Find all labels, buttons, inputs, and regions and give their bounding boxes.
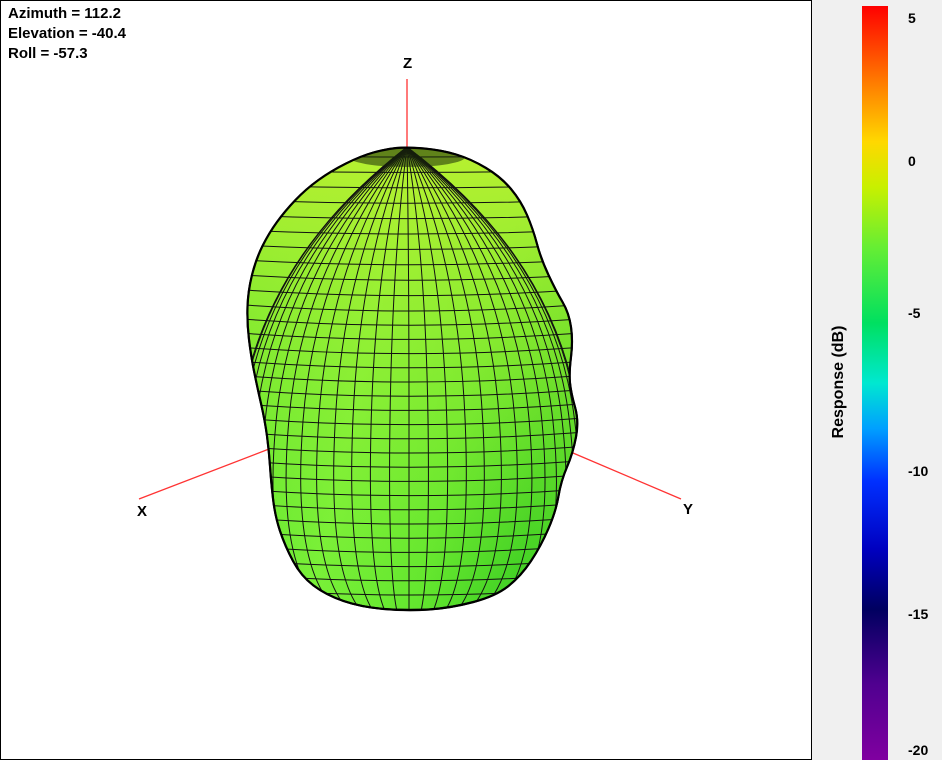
mesh-latitude-line (247, 408, 578, 426)
y-axis-label: Y (683, 501, 694, 518)
mesh-meridian-line (316, 147, 408, 611)
mesh-meridian-line (406, 147, 429, 611)
mesh-meridian-line (333, 147, 408, 611)
colorbar-tick-minus20: -20 (908, 742, 929, 758)
mesh-meridian-line (369, 147, 408, 611)
mesh-meridian-line (406, 147, 502, 611)
mesh-meridian-line (389, 147, 408, 611)
mesh-latitude-line (247, 294, 578, 312)
mesh-latitude-line (247, 464, 578, 482)
mesh-meridian-line (406, 147, 467, 611)
mesh-latitude-line (247, 351, 578, 369)
mesh-latitude-line (247, 195, 578, 204)
mesh-meridian-line (406, 147, 449, 611)
mesh-latitude-line (247, 280, 578, 297)
y-axis-line (572, 452, 682, 500)
mesh-latitude-line (247, 535, 578, 553)
mesh-latitude-line (247, 393, 578, 411)
mesh-latitude-line (247, 180, 578, 189)
mesh-latitude-line (247, 266, 578, 281)
mesh-meridian-line (300, 147, 408, 611)
mesh-latitude-line (247, 365, 578, 383)
colorbar-tick-5: 5 (908, 10, 916, 26)
mesh-latitude-line (247, 507, 578, 525)
mesh-meridian-line (406, 147, 410, 611)
mesh-latitude-line (247, 308, 578, 326)
mesh-latitude-line (141, 622, 681, 638)
pattern-3d-view[interactable] (1, 1, 813, 761)
mesh-meridian-line (351, 147, 408, 611)
mesh-latitude-line (247, 578, 578, 596)
mesh-latitude-line (247, 550, 578, 568)
mesh-latitude-line (247, 209, 578, 220)
z-axis-label: Z (403, 55, 413, 72)
mesh-latitude-line (247, 166, 578, 173)
surface-outline (246, 146, 579, 612)
mesh-meridian-line (406, 147, 485, 611)
colorbar-tick-minus10: -10 (908, 463, 929, 479)
mesh-meridian-line (406, 147, 518, 611)
mesh-latitude-line (247, 237, 578, 250)
colorbar-gradient (862, 6, 888, 760)
mesh-latitude-line (247, 379, 578, 397)
elevation-readout: Elevation = -40.4 (8, 25, 126, 42)
azimuth-readout: Azimuth = 112.2 (8, 5, 121, 22)
mesh-latitude-line (247, 422, 578, 440)
mesh-meridian-line (406, 147, 533, 611)
mesh-latitude-line (247, 564, 578, 582)
surface-top-cap (349, 147, 465, 167)
mesh-latitude-line (247, 521, 578, 539)
colorbar-panel: Response (dB) 5 0 -5 -10 -15 -20 (812, 0, 942, 760)
mesh-latitude-line (247, 450, 578, 468)
mesh-latitude-line (247, 251, 578, 266)
mesh-meridian-line (247, 147, 408, 611)
mesh-latitude-line (247, 436, 578, 454)
colorbar-title: Response (dB) (830, 325, 847, 439)
mesh-latitude-line (247, 337, 578, 355)
x-axis-label: X (137, 503, 148, 520)
x-axis-line (138, 448, 270, 500)
colorbar-tick-0: 0 (908, 153, 916, 169)
mesh-latitude-line (247, 479, 578, 497)
mesh-latitude-line (247, 322, 578, 340)
plot-area[interactable]: Azimuth = 112.2 Elevation = -40.4 Roll =… (0, 0, 812, 760)
roll-readout: Roll = -57.3 (8, 45, 88, 62)
colorbar-tick-minus15: -15 (908, 606, 929, 622)
mesh-latitude-line (247, 223, 578, 235)
mesh-latitude-line (247, 493, 578, 511)
surface-mesh (141, 147, 681, 638)
colorbar-tick-minus5: -5 (908, 305, 921, 321)
